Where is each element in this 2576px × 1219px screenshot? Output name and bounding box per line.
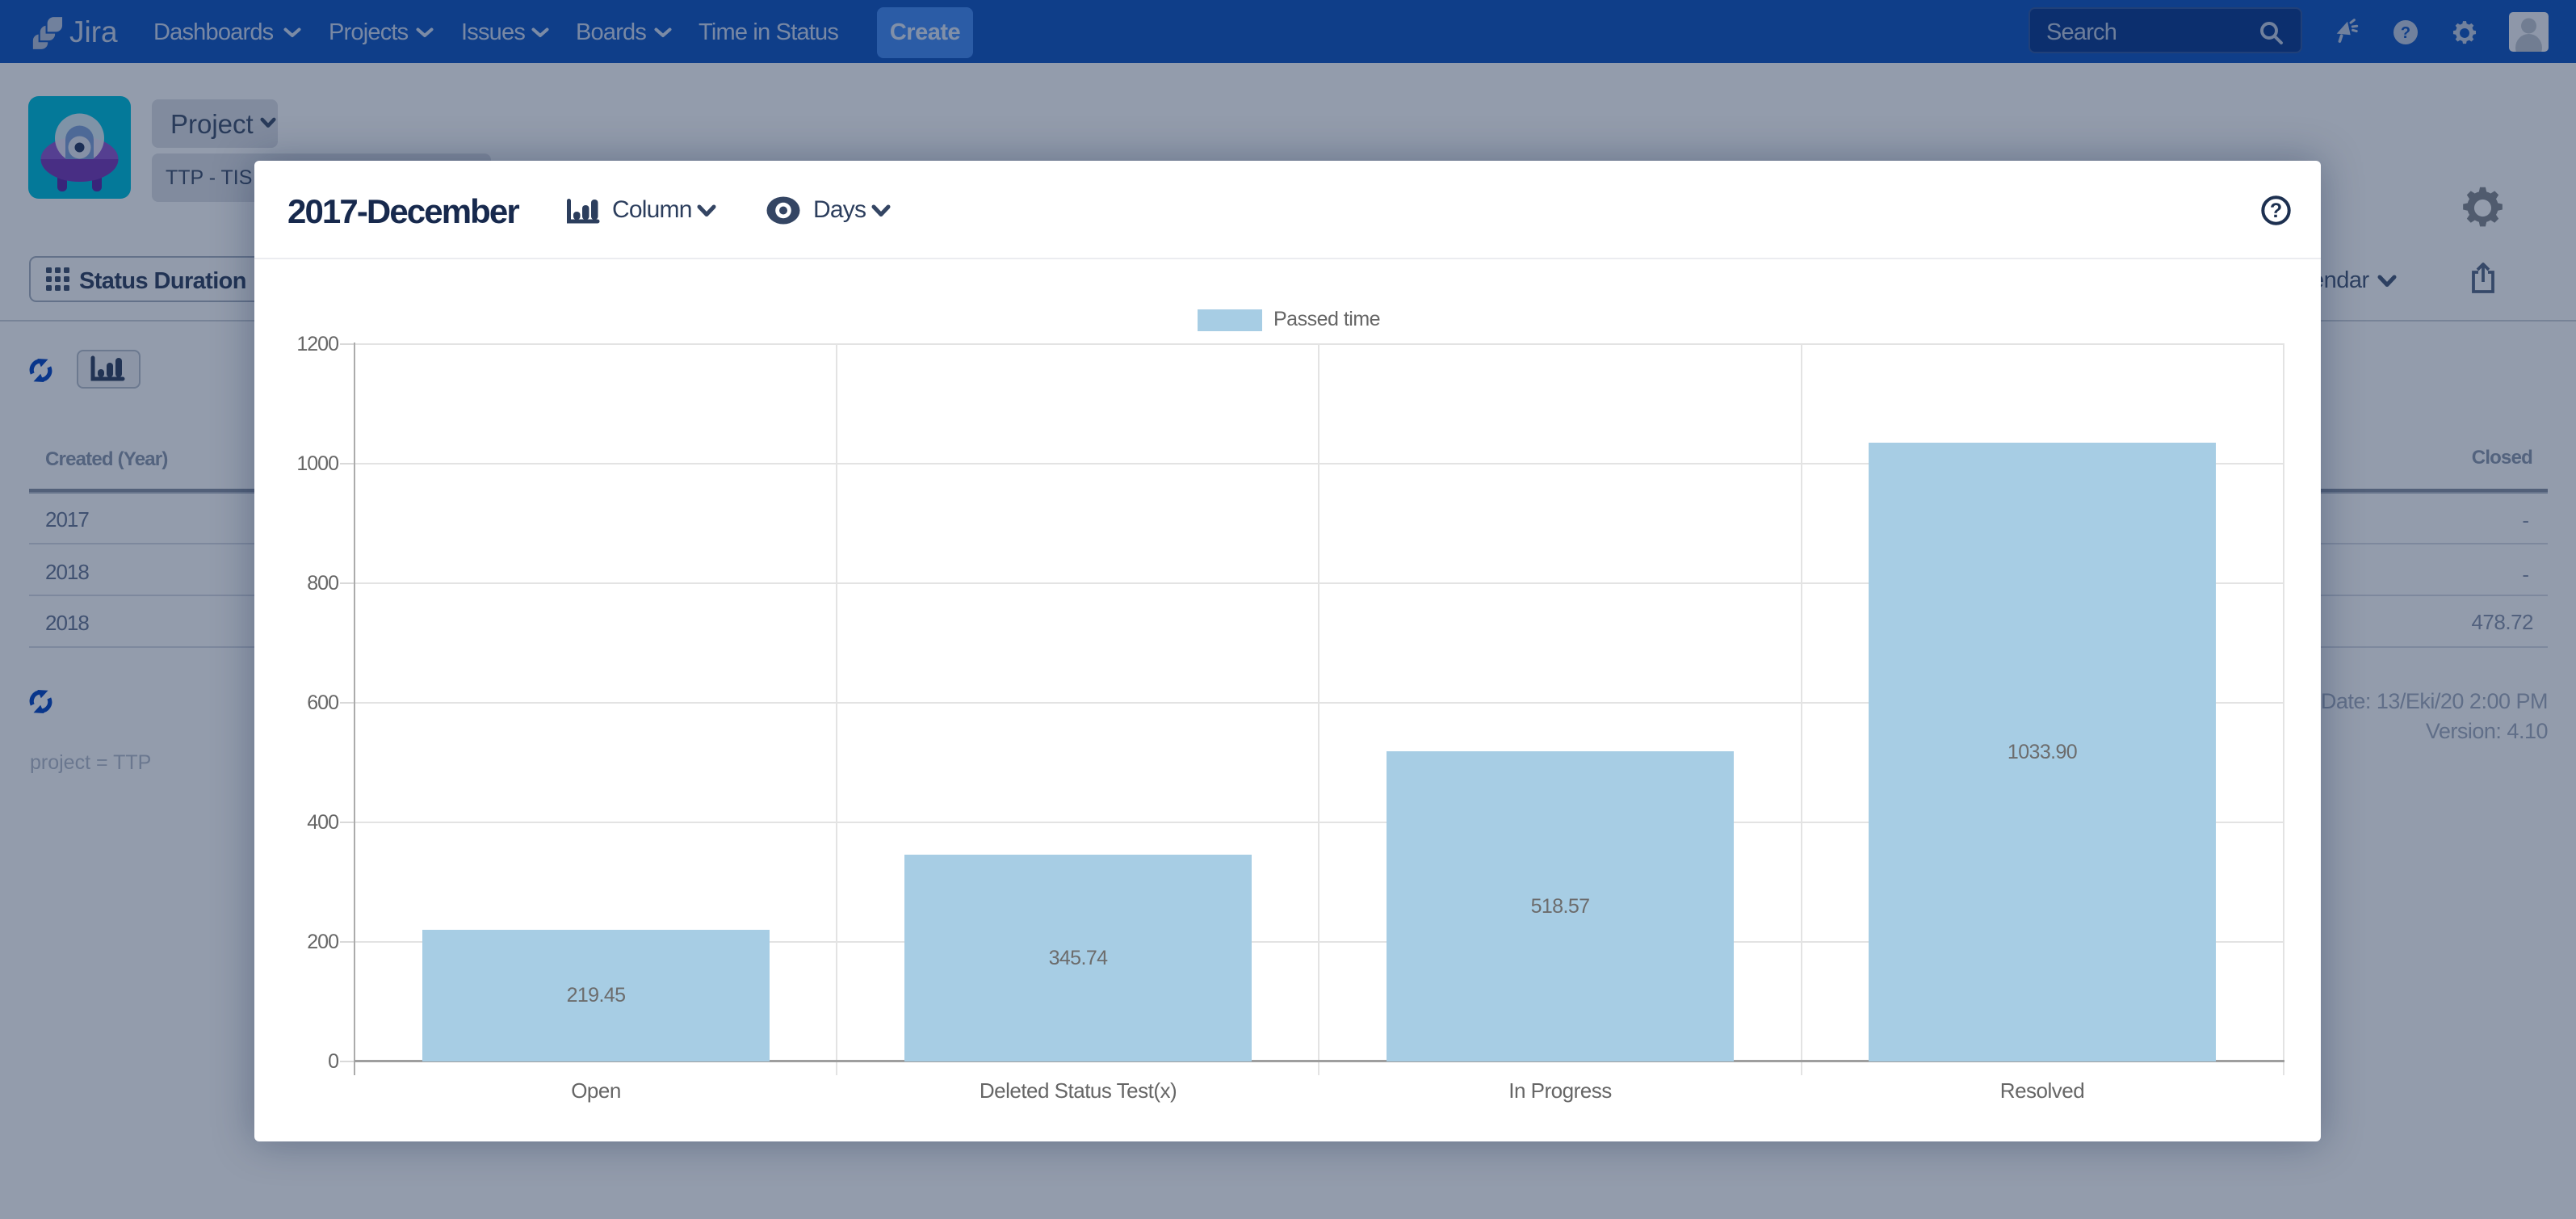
svg-text:?: ? — [2401, 24, 2410, 42]
svg-text:?: ? — [2270, 200, 2282, 222]
